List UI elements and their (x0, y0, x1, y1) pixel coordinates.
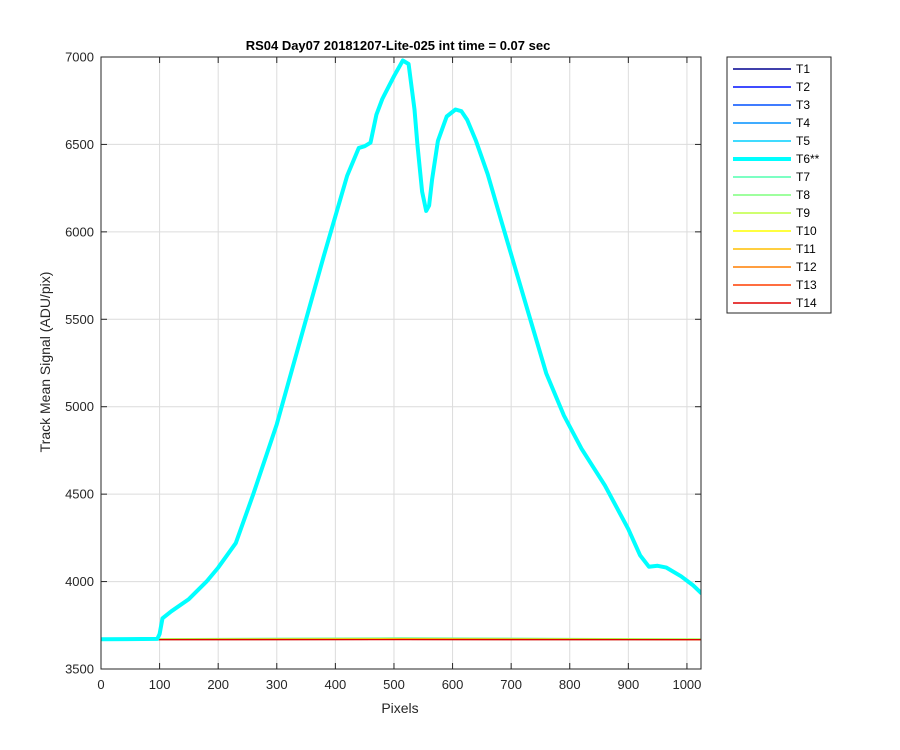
y-tick-label: 5000 (65, 399, 94, 414)
series-line-t6 (101, 58, 701, 642)
y-tick-label: 7000 (65, 50, 94, 65)
legend-label: T12 (796, 260, 817, 274)
legend-label: T10 (796, 224, 817, 238)
x-tick-label: 900 (617, 677, 639, 692)
x-axis-label: Pixels (381, 700, 418, 716)
legend-label: T2 (796, 80, 810, 94)
legend-label: T1 (796, 62, 810, 76)
x-tick-label: 500 (383, 677, 405, 692)
x-tick-label: 800 (559, 677, 581, 692)
x-tick-label: 200 (207, 677, 229, 692)
tick-labels: 0 100 200 300 400 500 600 700 800 900 1000 3500 4000… (65, 50, 701, 693)
y-tick-label: 6000 (65, 224, 94, 239)
legend-label: T5 (796, 134, 810, 148)
x-tick-label: 600 (442, 677, 464, 692)
x-tick-label: 300 (266, 677, 288, 692)
x-tick-label: 400 (325, 677, 347, 692)
legend-label: T14 (796, 296, 817, 310)
chart-title: RS04 Day07 20181207-Lite-025 int time = … (246, 38, 551, 53)
y-axis-label: Track Mean Signal (ADU/pix) (37, 272, 53, 453)
y-tick-label: 4000 (65, 574, 94, 589)
plot-area (101, 57, 701, 669)
legend-label: T9 (796, 206, 810, 220)
legend-box (726, 56, 832, 314)
x-tick-label: 0 (97, 677, 104, 692)
axes-box (100, 56, 702, 670)
legend: T1 T2 T3 T4 T5 T6** T7 T8 T9 T10 T11 T12 T13 T14 (726, 56, 832, 314)
x-tick-label: 100 (149, 677, 171, 692)
legend-label: T6** (796, 152, 820, 166)
x-tick-label: 1000 (672, 677, 701, 692)
legend-label: T3 (796, 98, 810, 112)
legend-label: T13 (796, 278, 817, 292)
y-tick-label: 5500 (65, 312, 94, 327)
series-lines (101, 58, 701, 642)
y-tick-label: 3500 (65, 662, 94, 677)
y-tick-label: 4500 (65, 487, 94, 502)
legend-label: T11 (796, 242, 816, 256)
x-tick-label: 700 (500, 677, 522, 692)
legend-label: T8 (796, 188, 810, 202)
legend-label: T7 (796, 170, 810, 184)
legend-label: T4 (796, 116, 810, 130)
y-tick-label: 6500 (65, 137, 94, 152)
axes (100, 56, 702, 670)
